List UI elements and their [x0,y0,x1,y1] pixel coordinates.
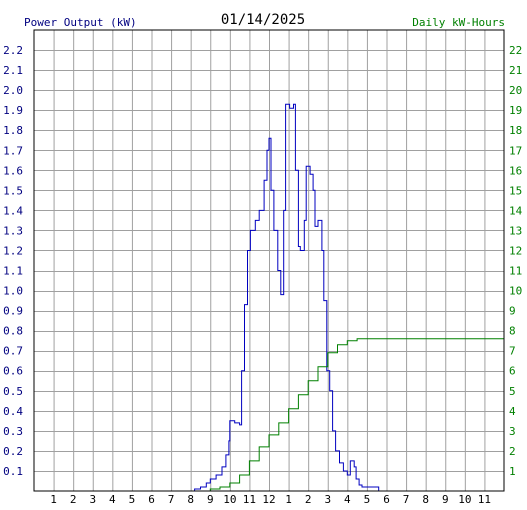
y-right-tick-label: 20 [509,84,522,97]
x-tick-label: 7 [168,493,175,506]
x-tick-label: 2 [305,493,312,506]
y-left-tick-label: 0.6 [3,365,23,378]
series-layer [188,103,504,492]
y-right-tick-label: 6 [509,365,516,378]
y-left-tick-label: 1.7 [3,144,23,157]
y-left-tick-label: 2.0 [3,84,23,97]
y-right-tick-label: 14 [509,204,523,217]
y-right-tick-label: 21 [509,64,522,77]
y-left-tick-label: 0.2 [3,445,23,458]
grid-lines [34,30,504,491]
daily-kwh-line [190,338,504,492]
x-tick-label: 4 [109,493,116,506]
y-right-tick-label: 19 [509,104,522,117]
y-right-tick-label: 12 [509,244,522,257]
y-left-tick-label: 2.2 [3,44,23,57]
right-axis-title: Daily kW-Hours [412,16,505,29]
y-right-tick-label: 4 [509,405,516,418]
y-left-tick-label: 1.3 [3,224,23,237]
chart-title: 01/14/2025 [221,12,305,28]
x-tick-label: 9 [207,493,214,506]
x-tick-label: 3 [89,493,96,506]
y-right-tick-label: 9 [509,305,516,318]
y-right-tick-label: 7 [509,345,516,358]
x-tick-label: 12 [262,493,275,506]
y-right-tick-label: 22 [509,44,522,57]
x-tick-label: 5 [129,493,136,506]
y-right-tick-label: 2 [509,445,516,458]
y-right-tick-label: 10 [509,285,522,298]
y-left-tick-label: 1.6 [3,164,23,177]
y-left-tick-label: 2.1 [3,64,23,77]
y-left-tick-label: 1.8 [3,124,23,137]
y-right-tick-label: 15 [509,184,522,197]
x-tick-label: 7 [403,493,410,506]
axis-labels: 1 2 3 4 5 6 7 8 9 10 11 12 1 2 3 4 5 6 7 8 9 10 110.10.20.30.4… [3,44,522,506]
y-left-tick-label: 0.8 [3,325,23,338]
x-tick-label: 1 [285,493,292,506]
y-left-tick-label: 1.1 [3,265,23,278]
x-tick-label: 8 [422,493,429,506]
x-tick-label: 3 [324,493,331,506]
plot-frame [33,29,505,492]
y-right-tick-label: 11 [509,265,522,278]
x-tick-label: 10 [458,493,471,506]
y-right-tick-label: 8 [509,325,516,338]
y-right-tick-label: 17 [509,144,522,157]
left-axis-title: Power Output (kW) [24,16,137,29]
y-left-tick-label: 1.9 [3,104,23,117]
y-right-tick-label: 1 [509,465,516,478]
y-left-tick-label: 0.1 [3,465,23,478]
y-left-tick-label: 0.5 [3,385,23,398]
y-right-tick-label: 3 [509,425,516,438]
y-left-tick-label: 0.3 [3,425,23,438]
y-left-tick-label: 0.9 [3,305,23,318]
y-left-tick-label: 0.7 [3,345,23,358]
x-tick-label: 2 [70,493,77,506]
y-right-tick-label: 5 [509,385,516,398]
y-right-tick-label: 18 [509,124,522,137]
y-left-tick-label: 0.4 [3,405,23,418]
y-left-tick-label: 1.4 [3,204,23,217]
x-tick-label: 4 [344,493,351,506]
x-tick-label: 11 [243,493,256,506]
y-right-tick-label: 16 [509,164,522,177]
x-tick-label: 5 [364,493,371,506]
y-left-tick-label: 1.5 [3,184,23,197]
x-tick-label: 9 [442,493,449,506]
power-output-line [188,103,380,492]
y-right-tick-label: 13 [509,224,522,237]
x-tick-label: 6 [383,493,390,506]
x-tick-label: 11 [478,493,491,506]
x-tick-label: 6 [148,493,155,506]
y-left-tick-label: 1.2 [3,244,23,257]
x-tick-label: 10 [223,493,236,506]
x-tick-label: 1 [50,493,57,506]
y-left-tick-label: 1.0 [3,285,23,298]
x-tick-label: 8 [187,493,194,506]
